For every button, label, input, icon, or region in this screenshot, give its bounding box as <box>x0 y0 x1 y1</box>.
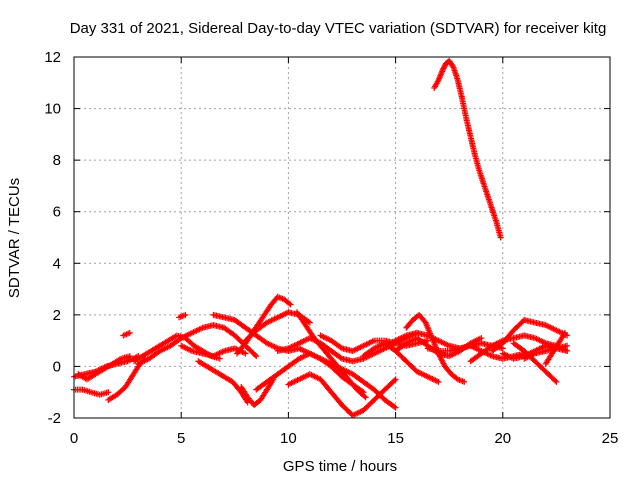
plus-marker <box>564 342 571 349</box>
series-pass-ab <box>510 340 560 385</box>
y-tick-label: 2 <box>53 307 61 324</box>
x-tick-label: 15 <box>387 430 404 447</box>
y-tick-label: 6 <box>53 204 61 221</box>
plus-marker <box>391 377 398 384</box>
x-tick-label: 5 <box>177 430 185 447</box>
plus-marker <box>435 378 442 385</box>
plus-marker <box>497 234 504 241</box>
plus-marker <box>287 301 294 308</box>
plus-marker <box>424 337 431 344</box>
y-tick-label: 8 <box>53 152 61 169</box>
chart-title: Day 331 of 2021, Sidereal Day-to-day VTE… <box>70 20 607 37</box>
series-pass-j <box>195 358 251 406</box>
plus-marker <box>392 404 399 411</box>
series-pass-n <box>238 376 277 409</box>
plus-marker <box>391 403 398 410</box>
plus-marker <box>449 63 456 70</box>
plus-marker <box>105 389 112 396</box>
plus-marker <box>392 376 399 383</box>
plus-marker <box>286 300 293 307</box>
tick-labels: 0 5 10 15 20 25 -2 0 2 4 6 8 10 12 <box>44 49 618 447</box>
series-pass-e <box>120 329 133 339</box>
x-tick-label: 0 <box>70 430 78 447</box>
x-tick-label: 20 <box>494 430 511 447</box>
y-tick-label: 10 <box>44 101 61 118</box>
plus-marker <box>126 329 133 336</box>
series-pass-ae <box>431 57 504 241</box>
series-pass-g <box>135 322 260 367</box>
plus-marker <box>337 344 344 351</box>
series-pass-b <box>71 386 112 398</box>
x-tick-label: 25 <box>602 430 619 447</box>
plus-marker <box>561 329 568 336</box>
plus-marker <box>564 347 571 354</box>
plot-frame <box>73 56 611 419</box>
plus-marker <box>306 319 313 326</box>
plus-marker <box>126 353 133 360</box>
y-tick-label: -2 <box>48 410 61 427</box>
y-tick-label: 4 <box>53 255 61 272</box>
plus-marker <box>553 378 560 385</box>
plus-marker <box>552 377 559 384</box>
series-pass-p <box>285 371 399 419</box>
plus-marker <box>182 311 189 318</box>
series-pass-r <box>293 309 369 401</box>
grid-lines <box>74 57 610 418</box>
plus-marker <box>362 394 369 401</box>
plus-marker <box>242 350 249 357</box>
y-tick-label: 0 <box>53 358 61 375</box>
series-pass-ad <box>542 329 568 367</box>
series-pass-h <box>178 342 249 360</box>
y-axis-label: SDTVAR / TECUs <box>6 178 23 298</box>
series-pass-z <box>489 317 571 354</box>
y-tick-label: 12 <box>44 49 61 66</box>
series-pass-u <box>381 329 506 352</box>
plus-marker <box>252 351 259 358</box>
plus-marker <box>461 378 468 385</box>
plus-marker <box>499 345 506 352</box>
plus-marker <box>305 318 312 325</box>
plus-marker <box>253 353 260 360</box>
plus-marker <box>361 393 368 400</box>
series-pass-i <box>176 311 189 321</box>
plus-marker <box>216 355 223 362</box>
plus-marker <box>337 354 344 361</box>
x-axis-label: GPS time / hours <box>283 458 397 475</box>
x-tick-label: 10 <box>280 430 297 447</box>
plus-marker <box>478 335 485 342</box>
series-pass-c <box>75 353 133 383</box>
data-points <box>71 57 571 419</box>
